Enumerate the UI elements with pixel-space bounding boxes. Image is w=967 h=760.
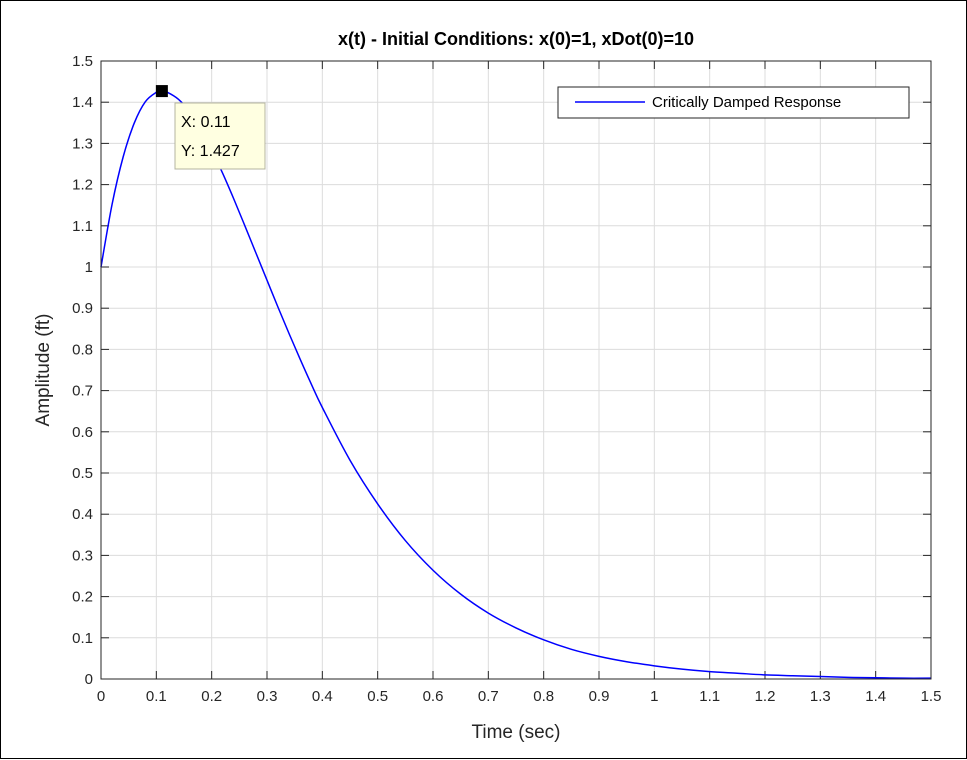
- x-tick-label: 1.2: [755, 688, 776, 705]
- y-tick-label: 1.1: [72, 218, 93, 235]
- x-tick-label: 0.5: [367, 688, 388, 705]
- x-tick-label: 0: [97, 688, 105, 705]
- y-axis-label: Amplitude (ft): [33, 314, 54, 427]
- y-tick-label: 0.4: [72, 506, 93, 523]
- x-tick-label: 0.1: [146, 688, 167, 705]
- y-tick-label: 0.8: [72, 341, 93, 358]
- datatip-y-text: Y: 1.427: [181, 143, 240, 160]
- legend[interactable]: Critically Damped Response: [557, 86, 910, 119]
- datatip[interactable]: X: 0.11 Y: 1.427: [155, 85, 266, 170]
- y-tick-labels: 0 0.1 0.2 0.3 0.4 0.5 0.6 0.7 0.8 0.9 1 1.1 1.2 1.3 1.…: [72, 53, 93, 688]
- series-line-critically-damped-response: [100, 90, 932, 679]
- x-tick-label: 1.1: [699, 688, 720, 705]
- x-tick-label: 1.5: [921, 688, 942, 705]
- x-tick-label: 1: [650, 688, 658, 705]
- datatip-x-text: X: 0.11: [181, 114, 231, 131]
- y-tick-label: 0.6: [72, 424, 93, 441]
- y-tick-label: 0: [85, 671, 93, 688]
- x-tick-labels: 0 0.1 0.2 0.3 0.4 0.5 0.6 0.7 0.8 0.9 1 1.1 1.2 1.3 1.…: [97, 688, 942, 705]
- x-tick-label: 0.8: [533, 688, 554, 705]
- y-tick-label: 0.5: [72, 465, 93, 482]
- x-tick-label: 1.4: [865, 688, 886, 705]
- y-tick-label: 1.2: [72, 177, 93, 194]
- y-tick-label: 1: [85, 259, 93, 276]
- y-tick-label: 0.7: [72, 383, 93, 400]
- datatip-marker[interactable]: [155, 85, 168, 98]
- grid-lines: [101, 61, 931, 679]
- x-tick-label: 0.2: [201, 688, 222, 705]
- x-tick-label: 1.3: [810, 688, 831, 705]
- datatip-box: [174, 102, 266, 170]
- series-layer: [100, 90, 932, 679]
- x-tick-label: 0.9: [589, 688, 610, 705]
- y-tick-label: 1.3: [72, 135, 93, 152]
- x-tick-label: 0.3: [257, 688, 278, 705]
- y-tick-label: 1.5: [72, 53, 93, 70]
- y-tick-label: 0.9: [72, 300, 93, 317]
- y-tick-label: 0.1: [72, 630, 93, 647]
- y-tick-label: 0.3: [72, 547, 93, 564]
- x-tick-label: 0.7: [478, 688, 499, 705]
- chart-title: x(t) - Initial Conditions: x(0)=1, xDot(…: [338, 29, 694, 49]
- x-tick-label: 0.6: [423, 688, 444, 705]
- x-tick-label: 0.4: [312, 688, 333, 705]
- y-tick-label: 0.2: [72, 589, 93, 606]
- y-tick-label: 1.4: [72, 94, 93, 111]
- x-axis-label: Time (sec): [471, 722, 560, 743]
- axes-box: [100, 60, 932, 680]
- legend-entry-label: Critically Damped Response: [652, 94, 841, 111]
